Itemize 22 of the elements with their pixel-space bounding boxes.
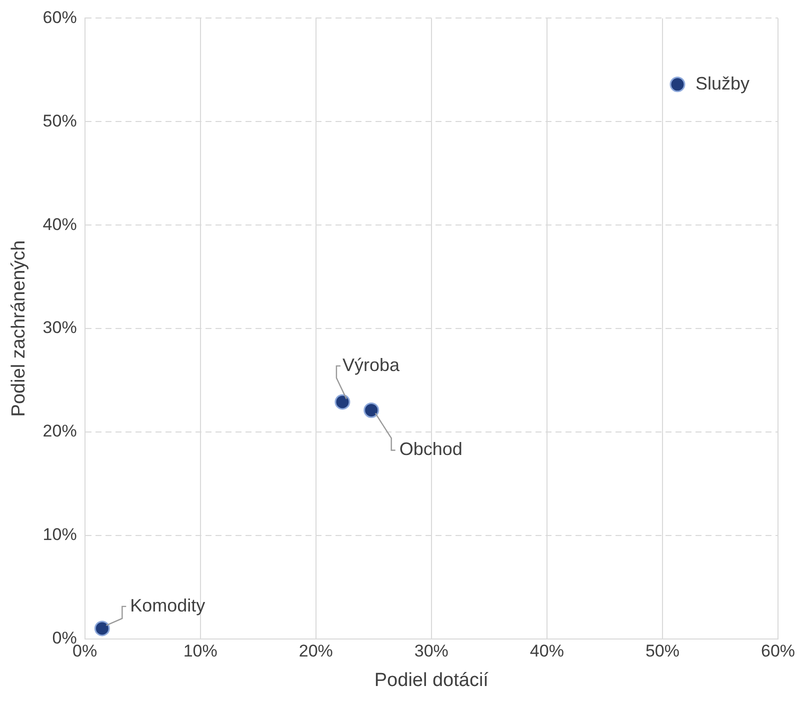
x-tick-label: 40% <box>530 642 564 661</box>
y-axis-title: Podiel zachránených <box>8 240 30 417</box>
annotation: Služby <box>695 73 750 94</box>
point <box>334 394 350 410</box>
x-tick-label: 10% <box>183 642 218 661</box>
point <box>364 402 380 418</box>
annotation: Komodity <box>130 595 206 616</box>
x-tick-label: 60% <box>760 642 796 661</box>
annotation: Obchod <box>399 439 462 460</box>
y-tick-label: 10% <box>42 525 77 544</box>
y-tick-label: 40% <box>42 214 77 234</box>
x-tick-label: 30% <box>414 642 448 661</box>
point <box>670 76 686 92</box>
y-tick-label: 20% <box>42 422 77 441</box>
x-tick-label: 20% <box>298 642 333 661</box>
x-tick-label: 50% <box>645 642 680 661</box>
point <box>94 620 110 636</box>
x-axis-title: Podiel dotácií <box>374 670 490 691</box>
y-tick-label: 60% <box>42 8 77 27</box>
annotation: Výroba <box>342 354 400 375</box>
y-tick-label: 30% <box>42 318 77 338</box>
y-tick-label: 50% <box>42 111 77 130</box>
